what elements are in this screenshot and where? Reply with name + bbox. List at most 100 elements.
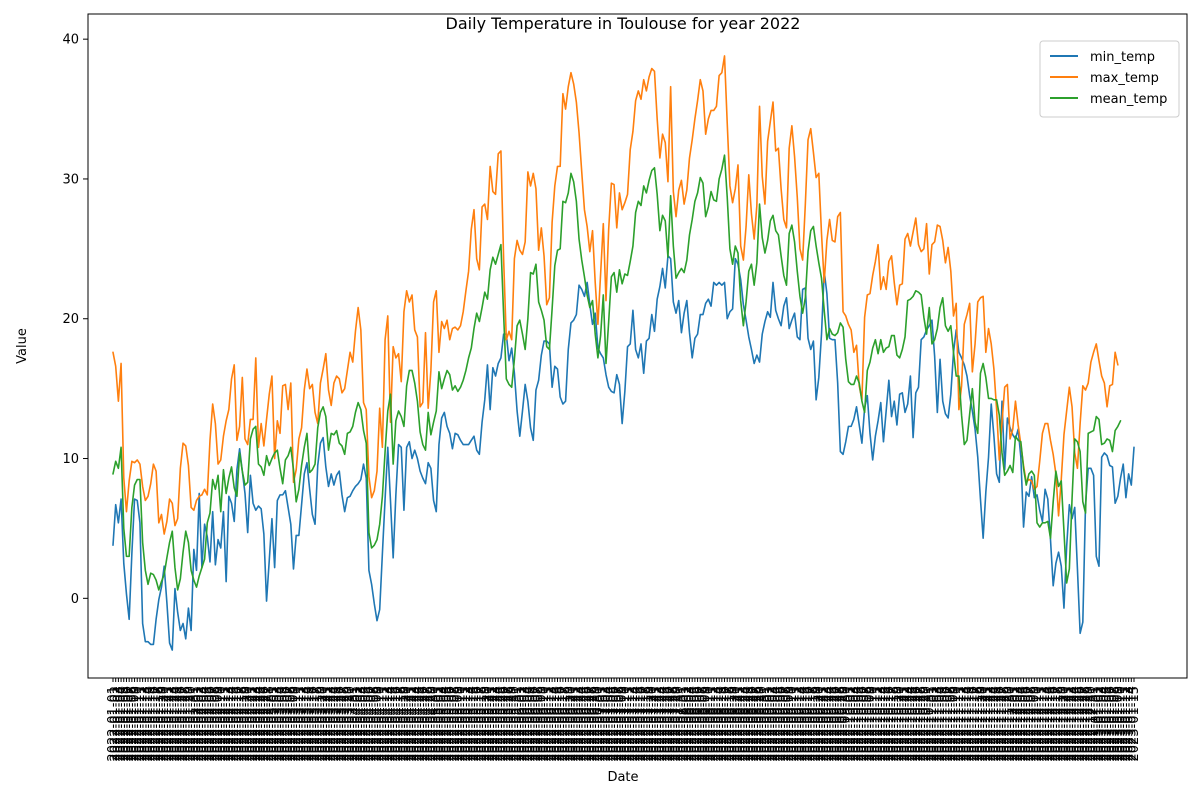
x-tick-label: 2022-03-27 (335, 686, 350, 762)
x-tick-label: 2022-05-22 (486, 686, 501, 762)
x-tick-label: 2022-03-30 (343, 686, 358, 762)
x-tick-label: 2022-12-26 (1073, 686, 1088, 762)
x-tick-label: 2022-12-14 (1041, 686, 1056, 762)
legend-label-max-temp: max_temp (1090, 71, 1159, 86)
x-tick-label: 2022-08-21 (731, 686, 746, 762)
y-axis-title: Value (15, 328, 30, 364)
x-tick-label: 2022-09-18 (806, 686, 821, 762)
x-tick-label: 2022-09-26 (828, 686, 843, 762)
x-tick-label: 2022-09-19 (809, 686, 824, 762)
x-tick-label: 2022-05-01 (429, 686, 444, 762)
x-tick-label: 2022-01-27 (176, 686, 191, 762)
x-tick-label: 2022-11-13 (957, 686, 972, 762)
x-tick-label: 2022-05-26 (497, 686, 512, 762)
x-tick-label: 2022-05-10 (454, 686, 469, 762)
x-tick-label: 2022-08-19 (726, 686, 741, 762)
x-tick-label: 2022-03-09 (286, 686, 301, 762)
x-tick-label: 2022-03-22 (322, 686, 337, 762)
x-tick-label: 2022-05-24 (491, 686, 506, 762)
x-tick-label: 2022-03-06 (278, 686, 293, 762)
x-tick-label: 2022-11-07 (941, 686, 956, 762)
x-tick-label: 2022-09-03 (766, 686, 781, 762)
x-tick-label: 2022-08-30 (755, 686, 770, 762)
plot-area: 0 10 20 30 40 2022-01-012022-01-022022-01-03… (62, 13, 1188, 762)
x-tick-label: 2022-01-12 (136, 686, 151, 762)
x-tick-label: 2022-07-28 (666, 686, 681, 762)
x-tick-label: 2022-04-02 (351, 686, 366, 762)
x-tick-label: 2022-08-27 (747, 686, 762, 762)
x-tick-label: 2022-03-20 (316, 686, 331, 762)
x-tick-label: 2022-02-24 (251, 686, 266, 762)
x-tick-label: 2022-06-08 (532, 686, 547, 762)
x-tick-label: 2022-11-15 (963, 686, 978, 762)
x-tick-label: 2022-03-07 (281, 686, 296, 762)
x-tick-label: 2022-02-02 (192, 686, 207, 762)
x-tick-label: 2022-11-10 (949, 686, 964, 762)
x-tick-label: 2022-08-14 (712, 686, 727, 762)
x-tick-label: 2022-06-04 (521, 686, 536, 762)
x-tick-label: 2022-03-16 (305, 686, 320, 762)
x-tick-label: 2022-04-04 (357, 686, 372, 762)
x-tick-label: 2022-02-18 (235, 686, 250, 762)
x-tick-label: 2022-09-23 (820, 686, 835, 762)
x-tick-label: 2022-06-27 (583, 686, 598, 762)
x-tick-label: 2022-10-08 (860, 686, 875, 762)
x-tick-label: 2022-01-10 (130, 686, 145, 762)
x-tick-label: 2022-04-13 (381, 686, 396, 762)
x-tick-label: 2022-09-02 (763, 686, 778, 762)
x-tick-label: 2022-09-06 (774, 686, 789, 762)
x-tick-label: 2022-12-28 (1079, 686, 1094, 762)
x-tick-label: 2022-01-07 (122, 686, 137, 762)
x-tick-label: 2022-12-31 (1087, 686, 1102, 762)
x-tick-label: 2022-12-11 (1033, 686, 1048, 762)
x-tick-label: 2022-08-09 (699, 686, 714, 762)
x-tick-label: 2022-06-10 (537, 686, 552, 762)
x-tick-label: 2022-07-12 (623, 686, 638, 762)
x-tick-label: 2022-08-20 (728, 686, 743, 762)
x-tick-label: 2022-04-10 (373, 686, 388, 762)
x-tick-label: 2022-11-16 (965, 686, 980, 762)
x-tick-label: 2022-10-12 (871, 686, 886, 762)
x-tick-label: 2022-12-27 (1076, 686, 1091, 762)
x-tick-label: 2022-05-28 (502, 686, 517, 762)
x-tick-label: 2022-06-21 (567, 686, 582, 762)
x-tick-label: 2022-11-19 (973, 686, 988, 762)
x-tick-label: 2022-06-28 (586, 686, 601, 762)
x-tick-label: 2022-05-12 (459, 686, 474, 762)
x-tick-label: 2022-04-06 (362, 686, 377, 762)
x-tick-label: 2022-01-17 (149, 686, 164, 762)
x-tick-label: 2022-07-10 (618, 686, 633, 762)
x-tick-label: 2022-06-15 (550, 686, 565, 762)
x-tick-label: 2022-03-14 (300, 686, 315, 762)
x-tick-label: 2022-11-27 (995, 686, 1010, 762)
x-tick-label: 2022-06-01 (513, 686, 528, 762)
x-tick-label: 2022-07-07 (610, 686, 625, 762)
x-tick-label: 2022-07-14 (629, 686, 644, 762)
x-tick-label: 2022-10-01 (841, 686, 856, 762)
x-tick-label: 2022-03-17 (308, 686, 323, 762)
x-tick-label: 2022-07-09 (615, 686, 630, 762)
x-tick-label: 2022-08-03 (683, 686, 698, 762)
x-tick-label: 2022-08-28 (750, 686, 765, 762)
x-tick-label: 2022-10-23 (901, 686, 916, 762)
x-tick-label: 2022-07-11 (621, 686, 636, 762)
x-tick-label: 2022-04-01 (348, 686, 363, 762)
x-tick-label: 2022-01-02 (109, 686, 124, 762)
x-tick-label: 2022-11-30 (1003, 686, 1018, 762)
x-tick-label: 2023-01-10 (1114, 686, 1129, 762)
x-tick-label: 2022-08-25 (742, 686, 757, 762)
x-tick-label: 2022-05-05 (440, 686, 455, 762)
x-tick-label: 2022-02-07 (206, 686, 221, 762)
x-tick-label: 2023-01-14 (1124, 686, 1139, 762)
x-tick-label: 2022-05-08 (448, 686, 463, 762)
x-tick-label: 2022-09-01 (761, 686, 776, 762)
x-tick-label: 2022-10-19 (890, 686, 905, 762)
x-tick-label: 2022-05-03 (435, 686, 450, 762)
x-tick-label: 2022-01-01 (106, 686, 121, 762)
x-tick-label: 2022-04-12 (378, 686, 393, 762)
x-tick-label: 2022-10-07 (858, 686, 873, 762)
x-tick-label: 2022-02-20 (241, 686, 256, 762)
x-tick-label: 2022-04-03 (354, 686, 369, 762)
x-tick-label: 2022-02-17 (233, 686, 248, 762)
x-tick-label: 2022-04-28 (421, 686, 436, 762)
